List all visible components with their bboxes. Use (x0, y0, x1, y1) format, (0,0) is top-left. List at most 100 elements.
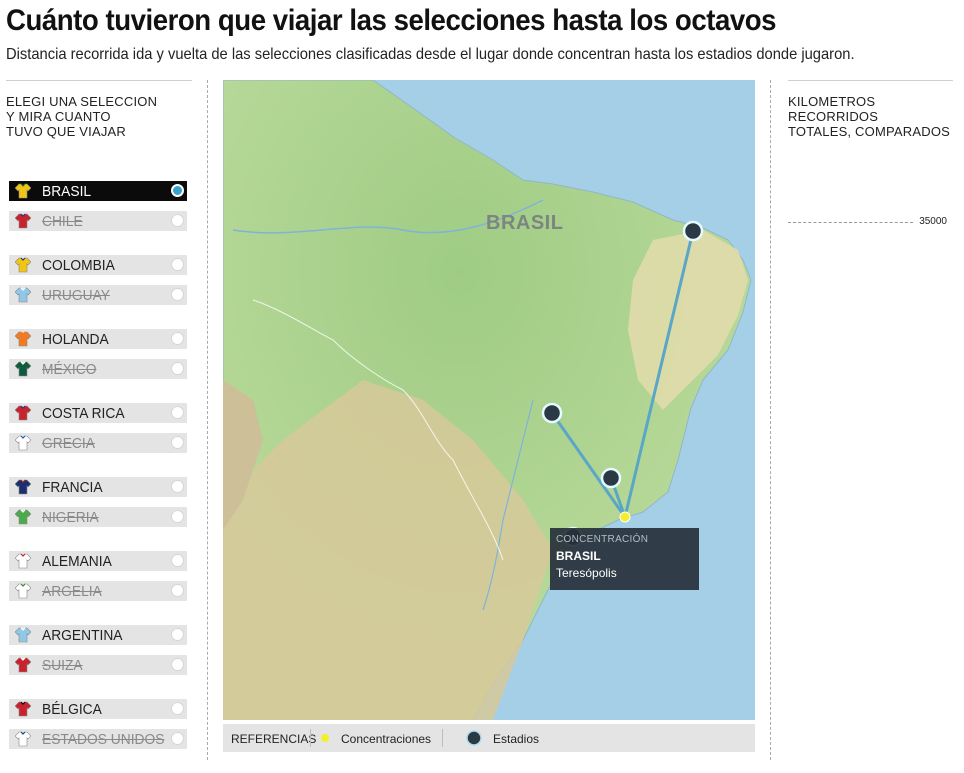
team-option-mexico[interactable]: MÉXICO (9, 359, 187, 379)
scale-value: 35000 (919, 216, 947, 227)
team-radio[interactable] (171, 332, 184, 345)
comparison-title: KILOMETROS RECORRIDOS TOTALES, COMPARADO… (788, 94, 950, 139)
team-name: ARGELIA (42, 583, 102, 600)
shirt-icon (15, 183, 31, 199)
team-name: ALEMANIA (42, 553, 112, 570)
team-name: BRASIL (42, 183, 92, 200)
divider (310, 729, 311, 747)
team-name: COLOMBIA (42, 257, 115, 274)
team-radio[interactable] (171, 406, 184, 419)
team-option-holanda[interactable]: HOLANDA (9, 329, 187, 349)
team-option-argentina[interactable]: ARGENTINA (9, 625, 187, 645)
team-radio[interactable] (171, 258, 184, 271)
team-name: MÉXICO (42, 361, 97, 378)
shirt-icon (15, 435, 31, 451)
concentration-dot-icon (321, 734, 329, 742)
team-option-argelia[interactable]: ARGELIA (9, 581, 187, 601)
tooltip-kind: CONCENTRACIÓN (556, 534, 649, 545)
team-option-belgica[interactable]: BÉLGICA (9, 699, 187, 719)
team-name: CHILE (42, 213, 83, 230)
team-radio[interactable] (171, 702, 184, 715)
team-option-francia[interactable]: FRANCIA (9, 477, 187, 497)
team-option-chile[interactable]: CHILE (9, 211, 187, 231)
team-name: URUGUAY (42, 287, 110, 304)
shirt-icon (15, 287, 31, 303)
route-line (550, 412, 627, 518)
stadium-marker[interactable] (600, 467, 622, 489)
divider (770, 80, 771, 760)
map-canvas (223, 80, 755, 720)
team-option-estados-unidos[interactable]: ESTADOS UNIDOS (9, 729, 187, 749)
shirt-icon (15, 583, 31, 599)
parana-river (482, 399, 534, 611)
team-radio[interactable] (171, 214, 184, 227)
shirt-icon (15, 213, 31, 229)
team-option-colombia[interactable]: COLOMBIA (9, 255, 187, 275)
legend-title: REFERENCIAS (231, 732, 317, 746)
route-line (623, 230, 695, 518)
northeast-dry-land (628, 230, 748, 410)
concentration-marker[interactable] (619, 511, 631, 523)
amazon-river (232, 199, 544, 234)
team-name: ARGENTINA (42, 627, 123, 644)
divider (442, 729, 443, 747)
country-label: BRASIL (486, 212, 564, 234)
shirt-icon (15, 405, 31, 421)
map[interactable]: BRASIL CONCENTRACIÓN BRASIL Teresópolis (223, 80, 755, 720)
legend-concentration-label: Concentraciones (341, 732, 432, 746)
shirt-icon (15, 257, 31, 273)
border-line (252, 299, 504, 561)
divider (788, 80, 953, 81)
team-option-costa-rica[interactable]: COSTA RICA (9, 403, 187, 423)
shirt-icon (15, 627, 31, 643)
stadium-dot-icon (466, 730, 482, 746)
team-name: SUIZA (42, 657, 83, 674)
team-radio[interactable] (171, 480, 184, 493)
team-selector-panel: ELEGI UNA SELECCION Y MIRA CUANTO TUVO Q… (6, 80, 192, 139)
team-radio[interactable] (171, 362, 184, 375)
team-name: GRECIA (42, 435, 95, 452)
selector-instructions: ELEGI UNA SELECCION Y MIRA CUANTO TUVO Q… (6, 94, 158, 139)
stadium-marker[interactable] (541, 402, 563, 424)
shirt-icon (15, 479, 31, 495)
team-option-brasil[interactable]: BRASIL (9, 181, 187, 201)
shirt-icon (15, 509, 31, 525)
comparison-scale: 35000 (788, 216, 953, 228)
team-name: COSTA RICA (42, 405, 125, 422)
team-name: HOLANDA (42, 331, 109, 348)
team-radio[interactable] (171, 436, 184, 449)
shirt-icon (15, 553, 31, 569)
shirt-icon (15, 331, 31, 347)
team-option-suiza[interactable]: SUIZA (9, 655, 187, 675)
team-option-alemania[interactable]: ALEMANIA (9, 551, 187, 571)
team-option-grecia[interactable]: GRECIA (9, 433, 187, 453)
team-radio[interactable] (171, 584, 184, 597)
comparison-panel: KILOMETROS RECORRIDOS TOTALES, COMPARADO… (788, 80, 953, 139)
scale-line (788, 222, 913, 223)
team-radio[interactable] (171, 732, 184, 745)
team-radio[interactable] (171, 628, 184, 641)
shirt-icon (15, 731, 31, 747)
page-subtitle: Distancia recorrida ida y vuelta de las … (6, 46, 855, 63)
team-option-uruguay[interactable]: URUGUAY (9, 285, 187, 305)
team-option-nigeria[interactable]: NIGERIA (9, 507, 187, 527)
southern-cone-land (223, 380, 553, 720)
team-radio[interactable] (171, 288, 184, 301)
team-radio[interactable] (171, 658, 184, 671)
page-title: Cuánto tuvieron que viajar las seleccion… (6, 4, 777, 37)
team-list: BRASIL CHILE COLOMBIA URUGUAY HOLANDA MÉXICO C… (9, 181, 187, 773)
shirt-icon (15, 361, 31, 377)
team-name: ESTADOS UNIDOS (42, 731, 165, 748)
shirt-icon (15, 657, 31, 673)
stadium-marker[interactable] (682, 220, 704, 242)
legend-stadium-label: Estadios (493, 732, 540, 746)
map-legend: REFERENCIAS Concentraciones Estadios (223, 724, 755, 752)
concentration-tooltip: CONCENTRACIÓN BRASIL Teresópolis (550, 528, 699, 590)
team-radio[interactable] (171, 554, 184, 567)
divider (207, 80, 208, 760)
team-radio[interactable] (171, 510, 184, 523)
team-radio[interactable] (171, 184, 184, 197)
team-name: NIGERIA (42, 509, 99, 526)
divider (6, 80, 192, 81)
tooltip-team: BRASIL (556, 549, 601, 563)
